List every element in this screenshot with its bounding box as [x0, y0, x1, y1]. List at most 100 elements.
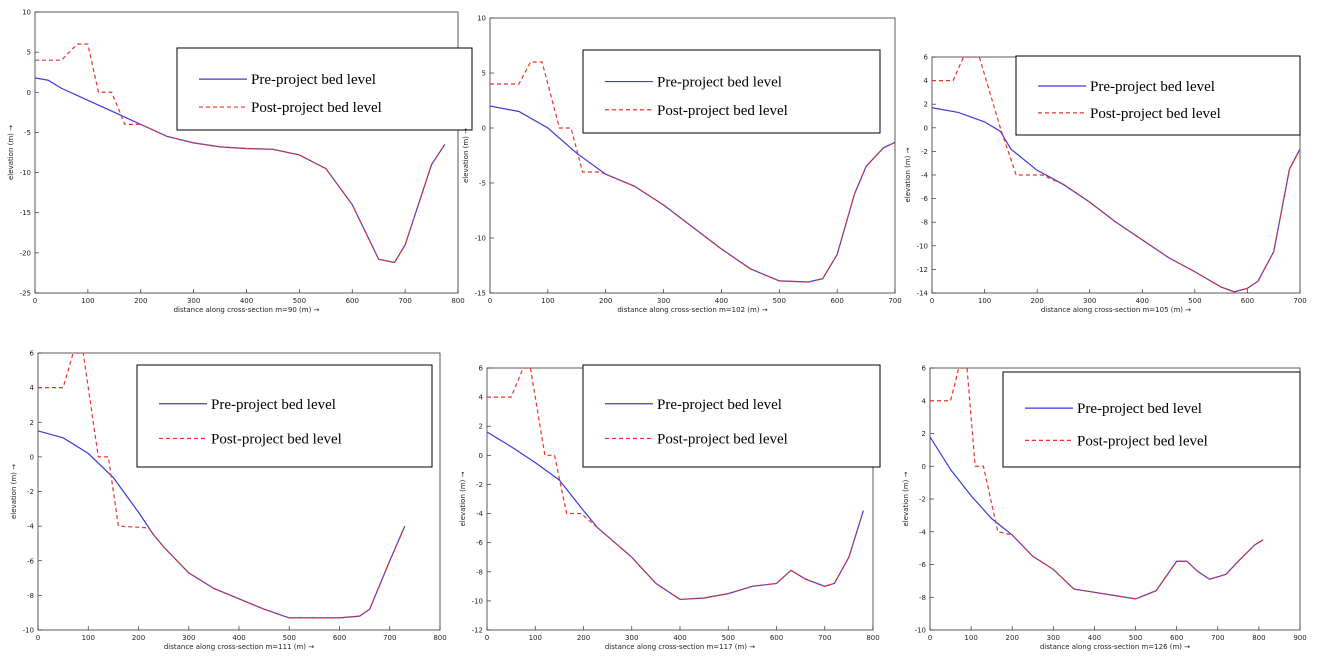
y-tick-label: 2 [924, 101, 928, 109]
series-group [932, 57, 1300, 293]
y-tick-label: -2 [476, 481, 483, 489]
y-tick-label: 2 [479, 423, 483, 431]
x-tick-label: 100 [82, 634, 95, 642]
x-tick-label: 600 [1170, 634, 1183, 642]
y-tick-label: 6 [922, 365, 927, 373]
x-tick-label: 800 [451, 297, 464, 305]
y-tick-label: -10 [475, 235, 486, 243]
x-tick-label: 500 [283, 634, 296, 642]
legend-label: Pre-project bed level [251, 72, 376, 88]
legend-box [1015, 55, 1301, 136]
x-tick-label: 400 [240, 297, 253, 305]
y-tick-label: 6 [479, 365, 484, 373]
y-axis-label: elevation (m) → [7, 125, 15, 180]
series-line [490, 61, 895, 283]
series-line [487, 368, 864, 601]
y-tick-label: -15 [475, 290, 486, 298]
legend-box [1002, 371, 1301, 468]
y-tick-label: 0 [482, 125, 486, 133]
y-tick-label: -14 [917, 290, 929, 298]
legend-label: Pre-project bed level [1077, 401, 1202, 417]
plot-area [489, 17, 896, 294]
x-tick-label: 300 [1083, 297, 1096, 305]
y-tick-label: -4 [919, 528, 927, 536]
x-tick-label: 300 [657, 297, 670, 305]
x-tick-label: 0 [928, 634, 932, 642]
x-tick-label: 700 [1211, 634, 1224, 642]
x-tick-label: 0 [485, 634, 489, 642]
x-tick-label: 400 [1136, 297, 1149, 305]
y-tick-label: 4 [479, 394, 484, 402]
y-tick-label: 0 [30, 453, 34, 461]
y-tick-label: 10 [22, 9, 31, 17]
y-tick-label: -6 [919, 561, 927, 569]
x-tick-label: 0 [488, 297, 492, 305]
x-axis-label: distance along cross-section m=117 (m) → [605, 643, 755, 651]
y-tick-label: -6 [476, 539, 484, 547]
x-axis-label: distance along cross-section m=126 (m) → [1040, 643, 1190, 651]
y-tick-label: -8 [476, 568, 483, 576]
legend-box [136, 364, 433, 468]
legend-label: Post-project bed level [251, 100, 382, 116]
y-tick-label: -12 [472, 627, 483, 635]
x-axis-label: distance along cross-section m=102 (m) → [617, 306, 767, 314]
panel: 0 100 200 300 400 500 600 700 800 -25 -20 -15 -10 -5 0… [7, 9, 473, 314]
y-tick-label: -20 [20, 249, 31, 257]
y-tick-label: -8 [27, 592, 34, 600]
y-tick-label: 6 [30, 350, 35, 358]
x-tick-label: 800 [1252, 634, 1265, 642]
series-group [930, 368, 1264, 600]
x-tick-label: 700 [383, 634, 396, 642]
x-tick-label: 700 [818, 634, 831, 642]
series-line [38, 430, 406, 619]
x-tick-label: 600 [1241, 297, 1254, 305]
x-tick-label: 900 [1293, 634, 1306, 642]
x-tick-label: 600 [333, 634, 346, 642]
x-tick-label: 600 [346, 297, 359, 305]
x-tick-label: 800 [866, 634, 879, 642]
y-axis-label: elevation (m) → [902, 471, 910, 526]
x-tick-label: 0 [36, 634, 40, 642]
series-group [490, 61, 895, 283]
legend-label: Pre-project bed level [657, 397, 782, 413]
y-tick-label: 0 [479, 452, 483, 460]
x-tick-label: 100 [964, 634, 977, 642]
x-tick-label: 100 [541, 297, 554, 305]
y-tick-label: 4 [922, 397, 927, 405]
y-tick-label: -12 [917, 266, 928, 274]
y-tick-label: 4 [924, 77, 929, 85]
x-tick-label: 200 [1006, 634, 1019, 642]
y-tick-label: -5 [24, 129, 31, 137]
series-group [35, 43, 446, 264]
legend-box [582, 364, 881, 468]
x-axis-label: distance along cross-section m=90 (m) → [174, 306, 320, 314]
y-tick-label: -10 [472, 597, 483, 605]
x-tick-label: 500 [773, 297, 786, 305]
y-tick-label: 0 [27, 89, 31, 97]
y-tick-label: -10 [915, 627, 926, 635]
x-tick-label: 500 [1129, 634, 1142, 642]
x-tick-label: 700 [398, 297, 411, 305]
series-group [38, 353, 406, 619]
legend-label: Pre-project bed level [211, 397, 336, 413]
series-line [35, 43, 446, 264]
x-tick-label: 200 [599, 297, 612, 305]
x-tick-label: 100 [81, 297, 94, 305]
y-tick-label: 10 [477, 15, 486, 23]
y-tick-label: 2 [922, 430, 926, 438]
series-group [487, 368, 864, 601]
legend-label: Post-project bed level [657, 431, 788, 447]
legend-label: Post-project bed level [1077, 433, 1208, 449]
x-tick-label: 200 [1030, 297, 1043, 305]
x-tick-label: 0 [930, 297, 934, 305]
x-tick-label: 300 [187, 297, 200, 305]
series-line [490, 105, 895, 283]
y-tick-label: 6 [924, 54, 929, 62]
legend-label: Pre-project bed level [657, 75, 782, 91]
y-tick-label: -2 [27, 488, 34, 496]
y-tick-label: -10 [917, 242, 928, 250]
y-axis-label: elevation (m) → [10, 464, 18, 519]
x-tick-label: 400 [715, 297, 728, 305]
x-tick-label: 0 [33, 297, 37, 305]
